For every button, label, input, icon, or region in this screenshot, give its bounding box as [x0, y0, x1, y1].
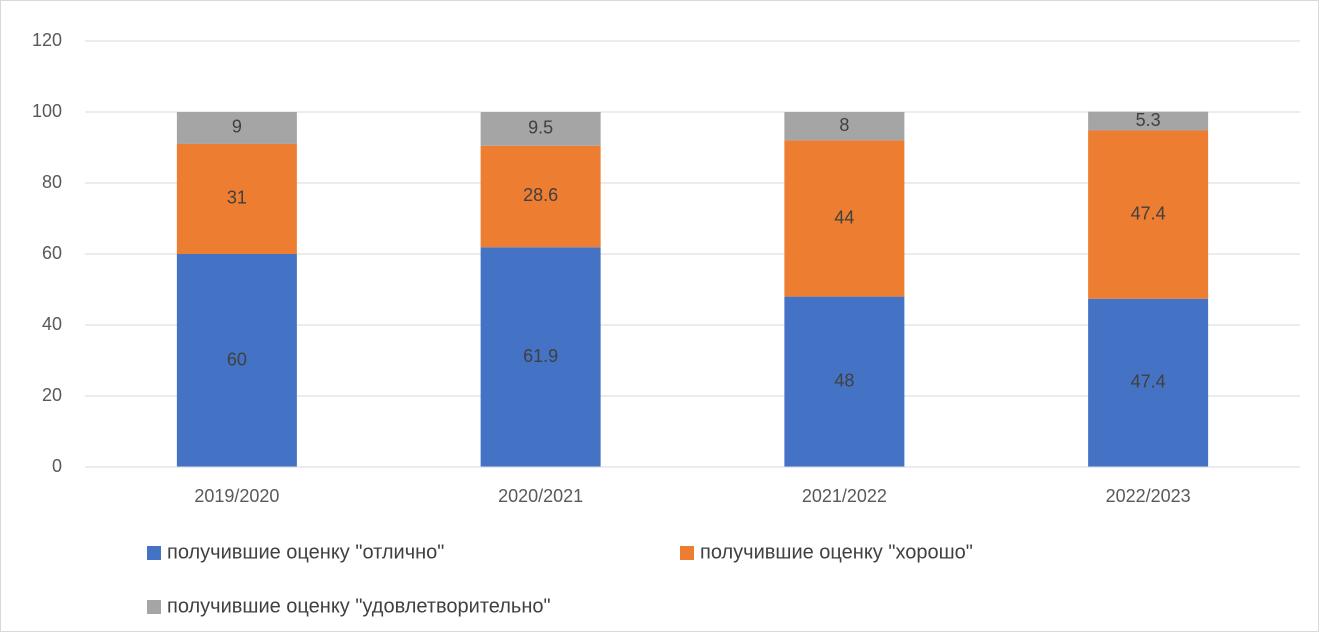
- data-label: 61.9: [523, 346, 558, 366]
- data-label: 28.6: [523, 185, 558, 205]
- x-tick-label: 2020/2021: [498, 486, 583, 506]
- x-tick-label: 2022/2023: [1106, 486, 1191, 506]
- legend-label: получившие оценку "удовлетворительно": [167, 595, 551, 617]
- bar-segment: [176, 112, 297, 144]
- bar-segment: [480, 112, 601, 146]
- y-tick-label: 100: [32, 101, 62, 121]
- data-label: 9.5: [528, 118, 553, 138]
- bar-segment: [1088, 111, 1209, 131]
- legend-swatch: [147, 600, 161, 614]
- y-tick-label: 120: [32, 30, 62, 50]
- y-tick-label: 20: [42, 385, 62, 405]
- data-label: 47.4: [1131, 372, 1166, 392]
- y-tick-label: 60: [42, 243, 62, 263]
- data-label: 9: [232, 117, 242, 137]
- data-label: 48: [834, 371, 854, 391]
- data-label: 5.3: [1136, 110, 1161, 130]
- bar-segment: [176, 143, 297, 254]
- x-tick-label: 2021/2022: [802, 486, 887, 506]
- bar-segment: [784, 140, 905, 297]
- bar-segment: [176, 254, 297, 467]
- data-label: 44: [834, 207, 854, 227]
- y-tick-label: 80: [42, 172, 62, 192]
- bar-segment: [784, 296, 905, 467]
- bar-segment: [480, 247, 601, 467]
- legend-label: получившие оценку "хорошо": [700, 541, 973, 563]
- legend-label: получившие оценку "отлично": [167, 541, 444, 563]
- data-label: 31: [227, 188, 247, 208]
- x-tick-label: 2019/2020: [194, 486, 279, 506]
- data-label: 8: [839, 115, 849, 135]
- data-label: 60: [227, 349, 247, 369]
- legend-swatch: [147, 546, 161, 560]
- legend-swatch: [680, 546, 694, 560]
- y-tick-label: 0: [52, 456, 62, 476]
- y-tick-label: 40: [42, 314, 62, 334]
- bar-segment: [1088, 298, 1209, 467]
- bar-segment: [784, 112, 905, 141]
- bar-segment: [480, 145, 601, 248]
- bar-segment: [1088, 130, 1209, 299]
- data-label: 47.4: [1131, 203, 1166, 223]
